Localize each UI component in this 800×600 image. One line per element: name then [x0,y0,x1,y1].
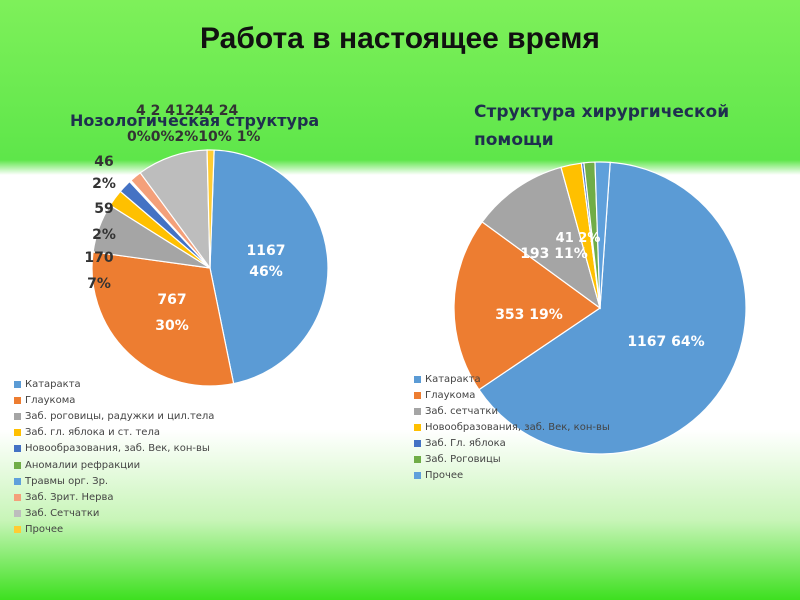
left-legend-item: Новообразования, заб. Век, кон-вы [14,441,214,457]
right-pie-slice-1 [453,221,602,391]
left-label-katarakta-value: 1167 [247,243,286,259]
right-legend-item: Заб. Роговицы [414,451,610,467]
right-legend-item: Катаракта [414,371,610,387]
left-legend-swatch [14,412,21,420]
left-chart-legend: Катаракта Глаукома Заб. роговицы, радужки … [14,376,214,538]
right-legend-label: Заб. сетчатки [425,405,498,417]
left-legend-item: Заб. роговицы, радужки и цил.тела [14,408,214,424]
left-legend-label: Заб. роговицы, радужки и цил.тела [25,410,215,422]
right-chart-title: Структура хирургической помощи [474,102,730,150]
left-legend-swatch [14,445,21,453]
right-legend-swatch [414,455,421,463]
right-label-small: 41 2% [556,231,601,246]
left-legend-swatch [14,493,21,501]
left-legend-label: Катаракта [25,378,81,390]
right-legend-item: Глаукома [414,387,610,403]
right-chart-legend: Катаракта Глаукома Заб. сетчатки Новообразо… [414,371,610,483]
right-legend-swatch [414,407,421,415]
left-legend-swatch [14,526,21,534]
right-label-setchatka: 193 11% [520,246,588,262]
left-label-rogovica-percent: 7% [87,276,111,292]
right-legend-label: Заб. Роговицы [425,453,501,465]
left-legend-label: Заб. Зрит. Нерва [25,491,114,503]
left-label-novoobr-percent: 2% [92,176,116,192]
left-label-glaukoma-percent: 30% [155,318,189,334]
left-legend-item: Заб. гл. яблока и ст. тела [14,425,214,441]
right-legend-item: Новообразования, заб. Век, кон-вы [414,419,610,435]
slide-title: Работа в настоящее время [200,22,600,55]
left-chart-title: Нозологическая структура [70,111,320,130]
left-legend-swatch [14,429,21,437]
left-label-novoobr-value: 46 [94,154,113,170]
right-label-katarakta: 1167 64% [627,334,704,350]
right-legend-item: Прочее [414,467,610,483]
right-legend-label: Катаракта [425,373,481,385]
left-legend-item: Катаракта [14,376,214,392]
right-legend-swatch [414,391,421,399]
left-legend-item: Аномалии рефракции [14,457,214,473]
right-legend-item: Заб. сетчатки [414,403,610,419]
left-pie-slice-0 [209,149,329,385]
left-legend-swatch [14,461,21,469]
left-legend-label: Травмы орг. Зр. [25,475,109,487]
left-legend-label: Аномалии рефракции [25,459,141,471]
right-legend-swatch [414,423,421,431]
right-legend-label: Прочее [425,469,464,481]
left-label-glyabloko-value: 59 [94,201,113,217]
left-legend-swatch [14,380,21,388]
left-pie-slice-1 [91,251,235,387]
left-legend-label: Глаукома [25,394,76,406]
right-label-glaukoma: 353 19% [495,307,563,323]
left-legend-swatch [14,396,21,404]
left-legend-item: Травмы орг. Зр. [14,473,214,489]
right-pie-slice-0 [478,161,747,455]
right-legend-label: Новообразования, заб. Век, кон-вы [425,421,610,433]
right-legend-item: Заб. Гл. яблока [414,435,610,451]
left-legend-swatch [14,510,21,518]
right-pie-slice-6 [594,161,611,309]
left-legend-swatch [14,477,21,485]
left-legend-label: Заб. гл. яблока и ст. тела [25,427,160,439]
left-label-rogovica-value: 170 [84,250,113,266]
left-label-top-values: 4 2 41244 24 [136,103,239,119]
right-legend-swatch [414,375,421,383]
left-label-katarakta-percent: 46% [249,264,283,280]
left-legend-label: Прочее [25,524,64,536]
right-legend-label: Заб. Гл. яблока [425,437,506,449]
left-legend-item: Заб. Зрит. Нерва [14,489,214,505]
left-label-glaukoma-value: 767 [157,292,186,308]
right-legend-label: Глаукома [425,389,476,401]
left-label-top-percents: 0%0%2%10% 1% [127,129,260,145]
left-legend-item: Глаукома [14,392,214,408]
left-label-glyabloko-percent: 2% [92,227,116,243]
left-legend-item: Прочее [14,522,214,538]
right-legend-swatch [414,471,421,479]
left-legend-item: Заб. Сетчатки [14,506,214,522]
left-legend-label: Заб. Сетчатки [25,508,100,520]
left-pie-slice-9 [206,149,215,269]
left-legend-label: Новообразования, заб. Век, кон-вы [25,443,210,455]
right-legend-swatch [414,439,421,447]
